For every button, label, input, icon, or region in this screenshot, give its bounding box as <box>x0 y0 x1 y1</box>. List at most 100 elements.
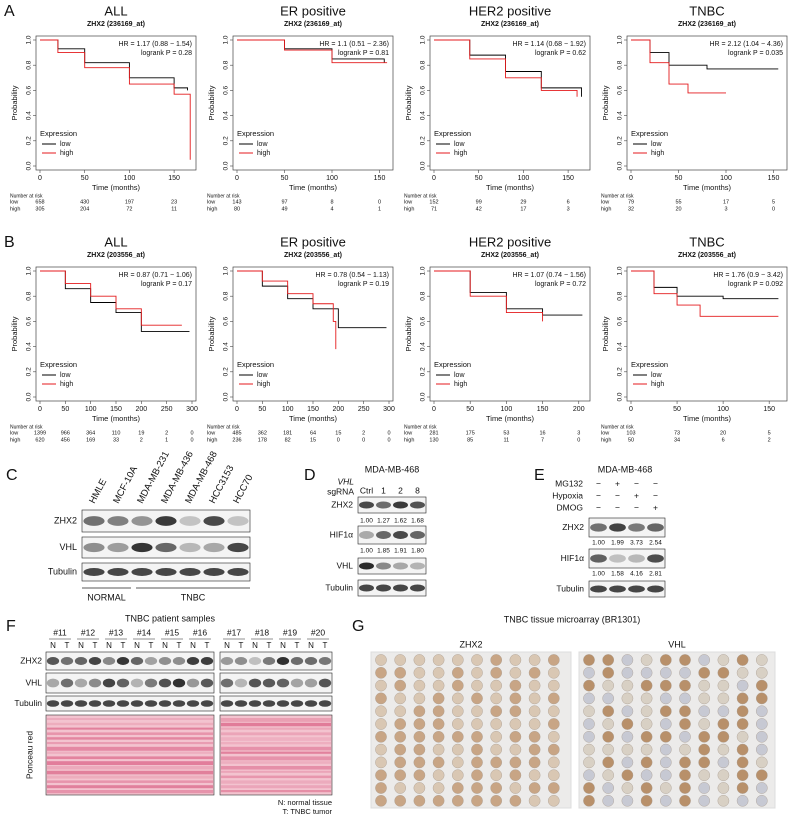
ponceau-band <box>47 775 213 779</box>
x-tick-label: 150 <box>537 406 549 413</box>
y-axis-label: Probability <box>601 85 610 120</box>
tma-core <box>679 692 691 705</box>
ponceau-band <box>221 722 331 727</box>
tma-core <box>602 782 615 794</box>
tma-core <box>756 795 768 807</box>
hazard-ratio: HR = 0.78 (0.54 − 1.13) <box>315 272 389 279</box>
blot-background <box>219 695 333 712</box>
risk-title: Number at risk <box>601 424 634 430</box>
x-tick-label: 0 <box>235 406 239 413</box>
x-tick-label: 50 <box>81 175 89 182</box>
risk-value: 17 <box>723 199 729 205</box>
quant-value: 1.00 <box>360 518 373 525</box>
tma-core <box>698 667 711 679</box>
risk-value: 0 <box>772 206 775 212</box>
risk-value: 8 <box>330 199 333 205</box>
tma-core <box>602 654 615 666</box>
tma-core <box>698 756 711 769</box>
tma-core <box>660 795 672 807</box>
plot-frame <box>626 35 788 171</box>
tma-core <box>548 654 560 666</box>
tma-core <box>471 731 483 743</box>
tma-core <box>698 795 711 807</box>
risk-value: 1399 <box>34 430 46 436</box>
risk-value: 1 <box>378 206 381 212</box>
risk-value: 79 <box>628 199 634 205</box>
ponceau-band <box>221 732 331 736</box>
tma-core <box>698 692 711 705</box>
quant-value: 1.62 <box>394 518 407 525</box>
tma-core <box>394 718 407 730</box>
blot-background <box>588 548 666 569</box>
panel-letter: A <box>4 3 15 20</box>
risk-value: 55 <box>675 199 681 205</box>
y-tick-label: 0.6 <box>420 317 427 326</box>
tma-core <box>413 743 426 756</box>
quant-value: 3.73 <box>630 540 643 547</box>
group-label: NORMAL <box>87 592 126 602</box>
blot-band <box>359 531 374 539</box>
tma-core <box>548 718 560 730</box>
treatment-label: Hypoxia <box>552 490 583 500</box>
risk-value: 50 <box>628 437 634 443</box>
treatment-sign: − <box>634 502 639 512</box>
blot-background <box>588 517 666 538</box>
quant-value: 4.16 <box>630 571 643 578</box>
tma-core <box>756 756 768 769</box>
risk-value: 7 <box>541 437 544 443</box>
tma-core <box>602 667 615 679</box>
blot-band <box>130 678 144 688</box>
row-label: Tubulin <box>325 582 353 592</box>
tma-core <box>394 782 407 794</box>
legend-title: Expression <box>434 129 471 138</box>
tma-core <box>660 743 672 756</box>
blot-band <box>74 657 88 665</box>
x-axis-label: Time (months) <box>486 183 535 192</box>
lane-label: T <box>149 641 154 650</box>
x-tick-label: 250 <box>358 406 370 413</box>
risk-title: Number at risk <box>10 424 43 430</box>
blot-band <box>46 678 60 688</box>
lane-label: N <box>50 641 56 650</box>
risk-value: 181 <box>283 430 292 436</box>
tma-core <box>736 782 749 794</box>
tma-core <box>451 743 464 756</box>
treatment-label: MG132 <box>555 478 583 488</box>
risk-value: 658 <box>35 199 44 205</box>
blot-band <box>220 700 234 707</box>
blot-band <box>393 584 408 592</box>
tma-core <box>509 756 522 769</box>
risk-value: 82 <box>285 437 291 443</box>
risk-title: Number at risk <box>404 424 437 430</box>
tma-core <box>432 667 445 679</box>
risk-row-label: high <box>601 206 611 212</box>
row-label: ZHX2 <box>20 655 42 665</box>
risk-value: 2 <box>140 437 143 443</box>
quant-value: 1.58 <box>611 571 624 578</box>
tma-core <box>698 769 711 782</box>
tma-core <box>640 743 653 756</box>
blot-band <box>155 542 177 553</box>
risk-value: 362 <box>258 430 267 436</box>
logrank-p: logrank P = 0.28 <box>141 50 192 57</box>
x-tick-label: 200 <box>135 406 147 413</box>
tma-core <box>698 743 711 756</box>
risk-value: 3 <box>567 206 570 212</box>
x-axis-label: Time (months) <box>486 414 535 423</box>
tma-core <box>490 731 503 743</box>
tma-core <box>375 795 387 807</box>
ponceau-band <box>221 761 331 764</box>
tma-core <box>413 756 426 769</box>
risk-value: 2 <box>165 430 168 436</box>
row-label: ZHX2 <box>331 499 353 509</box>
tma-core <box>583 692 595 705</box>
x-tick-label: 50 <box>673 406 681 413</box>
blot-band <box>172 678 186 688</box>
blot-band <box>131 542 153 553</box>
x-tick-label: 0 <box>38 175 42 182</box>
tma-core <box>528 743 541 756</box>
risk-row-label: low <box>207 199 215 205</box>
x-tick-label: 100 <box>717 406 729 413</box>
blot-band <box>60 678 74 688</box>
logrank-p: logrank P = 0.81 <box>338 50 389 57</box>
